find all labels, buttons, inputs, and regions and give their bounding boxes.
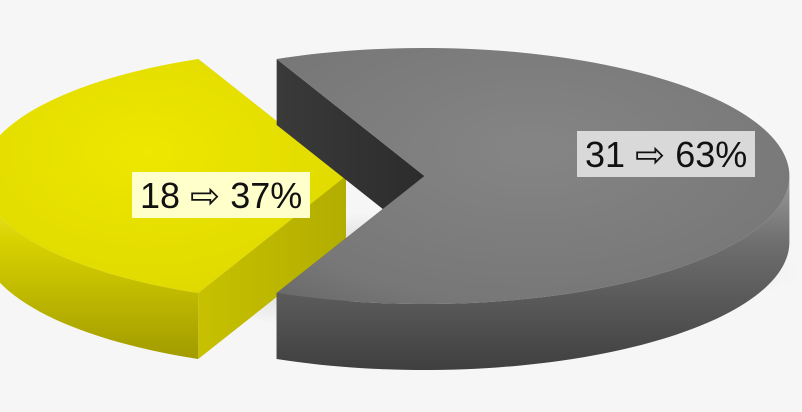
slice-2-side-wall [276, 176, 790, 371]
data-label-slice-2: 31 ⇨ 63% [577, 131, 756, 177]
data-label-slice-1: 18 ⇨ 37% [132, 172, 311, 218]
slice-1-side-wall [0, 216, 199, 360]
slice-1-cut-face-1 [198, 176, 346, 360]
slice-2-cut-face-1 [276, 58, 425, 242]
pie-slice-2 [276, 47, 790, 304]
